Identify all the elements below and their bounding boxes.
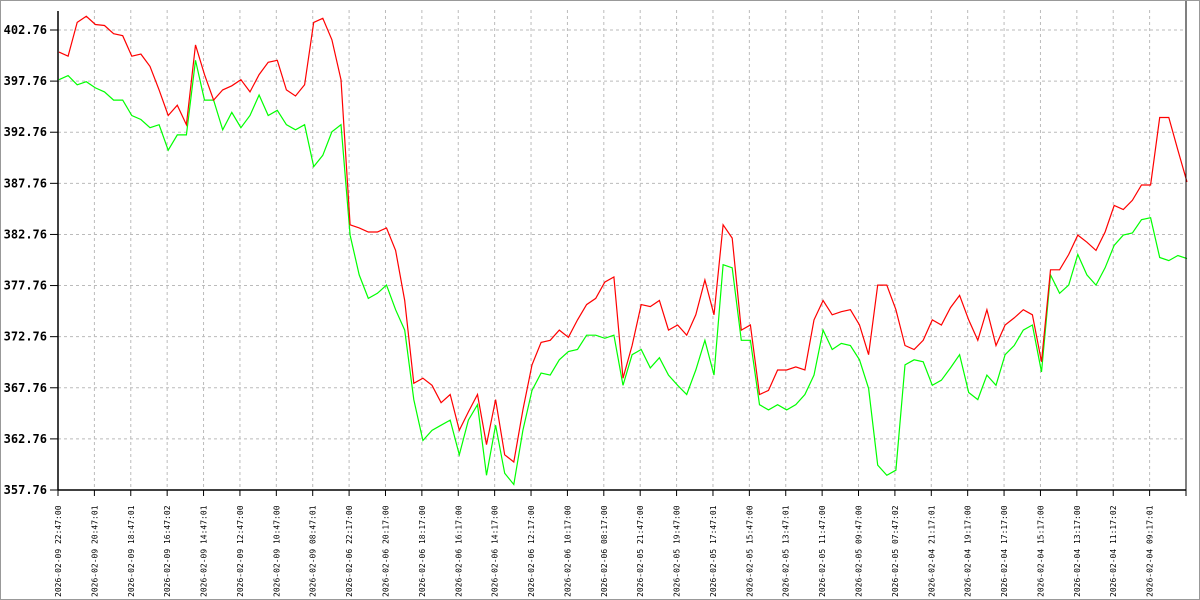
x-tick-label: 2026-02-04 17:17:00 — [1000, 505, 1009, 597]
x-tick-label: 2026-02-05 11:47:00 — [818, 505, 827, 597]
y-tick-label: 377.76 — [4, 279, 47, 293]
y-tick-label: 362.76 — [4, 432, 47, 446]
y-tick-label: 382.76 — [4, 227, 47, 241]
x-tick-label: 2026-02-05 13:47:01 — [782, 505, 791, 597]
x-tick-label: 2026-02-06 16:17:00 — [454, 505, 463, 597]
y-tick-label: 367.76 — [4, 381, 47, 395]
x-axis-labels: 2026-02-09 22:47:00 2026-02-09 20:47:01 20… — [54, 505, 1155, 597]
x-tick-label: 2026-02-04 21:17:01 — [927, 505, 936, 597]
x-tick-label: 2026-02-09 14:47:01 — [200, 505, 209, 597]
x-tick-label: 2026-02-09 18:47:01 — [127, 505, 136, 597]
x-tick-label: 2026-02-04 15:17:00 — [1036, 505, 1045, 597]
x-tick-label: 2026-02-06 12:17:00 — [527, 505, 536, 597]
x-tick-label: 2026-02-09 10:47:00 — [272, 505, 281, 597]
series-line-0 — [58, 15, 1188, 464]
axes — [50, 1, 1187, 496]
x-tick-label: 2026-02-04 09:17:01 — [1146, 505, 1155, 597]
x-tick-label: 2026-02-09 20:47:01 — [90, 505, 99, 597]
x-tick-label: 2026-02-05 17:47:01 — [709, 505, 718, 597]
x-tick-label: 2026-02-05 15:47:00 — [745, 505, 754, 597]
x-tick-label: 2026-02-06 22:17:00 — [345, 505, 354, 597]
y-tick-label: 392.76 — [4, 125, 47, 139]
x-tick-label: 2026-02-05 07:47:02 — [891, 505, 900, 597]
y-axis-labels: 357.76 362.76 367.76 372.76 377.76 382.76 387.… — [4, 23, 47, 497]
x-tick-label: 2026-02-05 19:47:00 — [673, 505, 682, 597]
x-tick-label: 2026-02-04 11:17:02 — [1109, 505, 1118, 597]
x-tick-label: 2026-02-04 13:17:00 — [1073, 505, 1082, 597]
x-tick-label: 2026-02-09 22:47:00 — [54, 505, 63, 597]
y-tick-label: 357.76 — [4, 483, 47, 497]
y-tick-label: 372.76 — [4, 330, 47, 344]
x-tick-label: 2026-02-06 10:17:00 — [563, 505, 572, 597]
y-tick-label: 387.76 — [4, 176, 47, 190]
grid-lines — [58, 10, 1186, 490]
x-tick-label: 2026-02-09 16:47:02 — [163, 505, 172, 597]
x-tick-label: 2026-02-09 08:47:01 — [309, 505, 318, 597]
x-tick-label: 2026-02-05 21:47:00 — [636, 505, 645, 597]
x-tick-label: 2026-02-06 08:17:00 — [600, 505, 609, 597]
x-tick-label: 2026-02-06 14:17:00 — [491, 505, 500, 597]
series-lines — [58, 15, 1188, 486]
series-line-1 — [58, 60, 1188, 486]
x-tick-label: 2026-02-05 09:47:00 — [855, 505, 864, 597]
x-tick-label: 2026-02-09 12:47:00 — [236, 505, 245, 597]
y-tick-label: 397.76 — [4, 74, 47, 88]
y-tick-label: 402.76 — [4, 23, 47, 37]
x-tick-label: 2026-02-06 20:17:00 — [381, 505, 390, 597]
x-tick-label: 2026-02-06 18:17:00 — [418, 505, 427, 597]
x-tick-label: 2026-02-04 19:17:00 — [964, 505, 973, 597]
